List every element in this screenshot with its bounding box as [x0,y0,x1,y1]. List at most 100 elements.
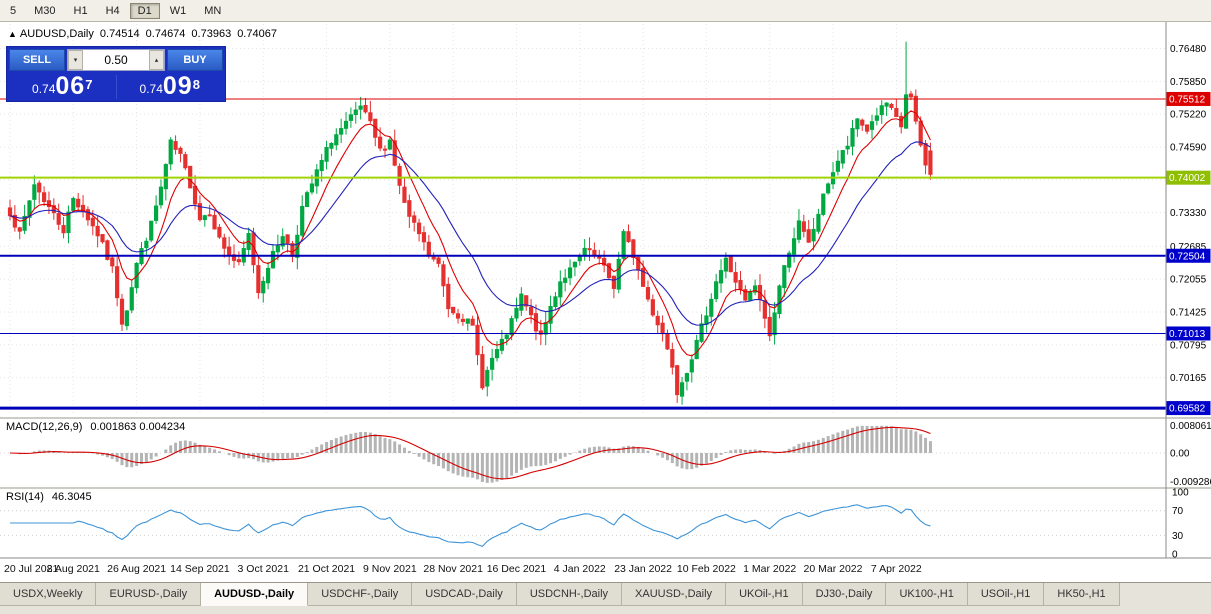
timeframe-button-w1[interactable]: W1 [162,3,195,19]
chart-tab[interactable]: UKOil-,H1 [726,583,803,606]
time-axis-label: 23 Jan 2022 [614,563,672,575]
svg-text:0.74002: 0.74002 [1169,173,1206,184]
rsi-pane: 100 70 30 0 [0,488,1189,561]
timeframe-button-d1[interactable]: D1 [129,2,160,19]
ohlc-low: 0.73963 [191,28,232,40]
time-axis-label: 14 Sep 2021 [170,563,230,575]
svg-text:0.72685: 0.72685 [1170,242,1207,253]
rsi-value: 46.3045 [51,491,92,503]
svg-text:100: 100 [1172,488,1189,499]
svg-text:0.70795: 0.70795 [1170,340,1207,351]
svg-text:0.75850: 0.75850 [1170,77,1207,88]
chart-tab[interactable]: USDCAD-,Daily [412,583,517,606]
time-axis-label: 20 Jul 2021 [4,563,59,575]
time-axis-label: 10 Feb 2022 [676,563,736,575]
chart-tab[interactable]: DJ30-,Daily [802,583,887,606]
moving-averages [9,110,931,357]
time-axis-label: 1 Mar 2022 [743,563,797,575]
svg-text:0.72055: 0.72055 [1170,275,1207,286]
svg-text:0.71425: 0.71425 [1170,308,1207,319]
svg-text:0.76480: 0.76480 [1170,44,1207,55]
chart-tab[interactable]: USDCNH-,Daily [516,583,623,606]
time-axis-label: 21 Oct 2021 [297,563,356,575]
svg-text:0.00: 0.00 [1170,449,1190,460]
rsi-label: RSI(14) [6,491,44,503]
sell-price-pip: 7 [85,77,93,92]
time-axis-label: 28 Nov 2021 [423,563,483,575]
price-badge-0.72504: 0.72504 [1166,248,1211,263]
sell-button[interactable]: SELL [9,49,65,71]
timeframe-button-h1[interactable]: H1 [66,3,96,19]
time-axis-label: 20 Mar 2022 [803,563,863,575]
symbol-ohlc-line: ▲ AUDUSD,Daily 0.74514 0.74674 0.73963 0.7406… [8,28,283,40]
chart-tab[interactable]: EURUSD-,Daily [96,583,202,606]
svg-text:30: 30 [1172,531,1184,542]
symbol-name: AUDUSD,Daily [19,28,94,40]
chart-tab[interactable]: USDX,Weekly [0,583,97,606]
price-badge-0.71013: 0.71013 [1166,326,1211,341]
price-divider [115,75,117,99]
buy-price-big: 09 [162,72,193,100]
volume-increase-button[interactable]: ▴ [149,50,164,70]
chart-tab-bar: USDX,Weekly EURUSD-,Daily AUDUSD-,Daily USD… [0,582,1211,614]
timeframe-button-5[interactable]: 5 [2,3,24,19]
chart-tab[interactable]: USDCHF-,Daily [308,583,413,606]
sell-price[interactable]: 0.74 06 7 [9,72,116,99]
volume-input[interactable] [83,50,149,70]
timeframe-toolbar: 5 M30 H1 H4 D1 W1 MN [0,0,1211,22]
sell-price-big: 06 [55,72,86,100]
rsi-header: RSI(14) 46.3045 [6,491,100,503]
buy-price[interactable]: 0.74 09 8 [117,72,224,99]
price-axis: 0.764800.758500.752200.745900.739600.733… [1166,44,1211,416]
volume-decrease-button[interactable]: ▾ [68,50,83,70]
buy-price-prefix: 0.74 [139,82,163,96]
macd-header: MACD(12,26,9) 0.001863 0.004234 [6,421,193,433]
time-axis-label: 4 Jan 2022 [553,563,606,575]
svg-text:-0.009286: -0.009286 [1170,477,1211,488]
svg-text:70: 70 [1172,506,1184,517]
svg-text:0.73330: 0.73330 [1170,208,1207,219]
svg-text:0: 0 [1172,550,1178,561]
timeframe-button-mn[interactable]: MN [196,3,229,19]
ohlc-open: 0.74514 [99,28,140,40]
timeframe-button-h4[interactable]: H4 [98,3,128,19]
svg-text:0.75220: 0.75220 [1170,110,1207,121]
timeframe-button-m30[interactable]: M30 [26,3,63,19]
svg-text:0.75512: 0.75512 [1169,94,1206,105]
macd-values: 0.001863 0.004234 [90,421,186,433]
time-axis: 20 Jul 2021 8 Aug 2021 26 Aug 2021 14 Sep 2… [0,559,1211,581]
macd-label: MACD(12,26,9) [6,421,83,433]
pane-separators [0,22,1211,559]
volume-control: ▾ ▴ [67,49,165,71]
svg-text:0.70165: 0.70165 [1170,373,1207,384]
chart-tab[interactable]: HK50-,H1 [1044,583,1120,606]
price-badge-0.69582: 0.69582 [1166,401,1211,416]
ohlc-high: 0.74674 [145,28,186,40]
time-axis-label: 3 Oct 2021 [237,563,289,575]
price-badge-0.74002: 0.74002 [1166,170,1211,185]
svg-text:0.72504: 0.72504 [1169,251,1206,262]
svg-text:0.69582: 0.69582 [1169,404,1206,415]
buy-price-pip: 8 [192,77,200,92]
svg-text:0.74590: 0.74590 [1170,143,1207,154]
macd-pane: 0.008061 0.00 -0.009286 [0,421,1211,488]
chart-tab[interactable]: XAUUSD-,Daily [622,583,727,606]
time-axis-label: 8 Aug 2021 [46,563,100,575]
svg-text:0.008061: 0.008061 [1170,421,1211,432]
time-axis-label: 7 Apr 2022 [870,563,922,575]
buy-button[interactable]: BUY [167,49,223,71]
ohlc-close: 0.74067 [237,28,277,40]
time-axis-label: 16 Dec 2021 [486,563,547,575]
symbol-arrow-icon: ▲ [8,29,17,39]
chart-tab[interactable]: USOil-,H1 [967,583,1045,606]
chart-tab[interactable]: UK100-,H1 [886,583,968,606]
chart-tab[interactable]: AUDUSD-,Daily [201,583,309,606]
price-badge-0.75512: 0.75512 [1166,91,1211,106]
sell-price-prefix: 0.74 [32,82,56,96]
time-axis-label: 26 Aug 2021 [107,563,167,575]
time-axis-label: 9 Nov 2021 [363,563,417,575]
svg-text:0.71013: 0.71013 [1169,329,1206,340]
